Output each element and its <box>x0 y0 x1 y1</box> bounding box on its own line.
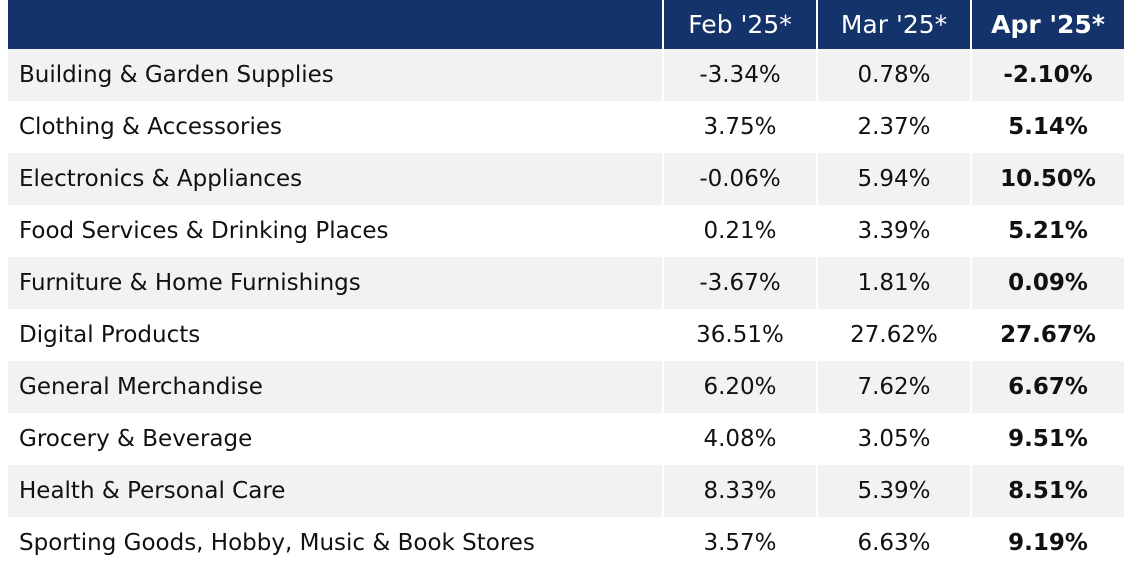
feb-value: 36.51% <box>663 309 818 361</box>
table-row: Digital Products 36.51% 27.62% 27.67% <box>8 309 1124 361</box>
apr-value: 5.21% <box>971 205 1124 257</box>
table-body: Building & Garden Supplies -3.34% 0.78% … <box>8 49 1124 569</box>
mar-value: 6.63% <box>817 517 972 569</box>
mar-value: 3.05% <box>817 413 972 465</box>
growth-table-container: Feb '25* Mar '25* Apr '25* Building & Ga… <box>8 0 1124 569</box>
apr-value: 9.19% <box>971 517 1124 569</box>
mar-value: 5.39% <box>817 465 972 517</box>
apr-value: 0.09% <box>971 257 1124 309</box>
category-growth-table: Feb '25* Mar '25* Apr '25* Building & Ga… <box>8 0 1124 569</box>
mar-value: 7.62% <box>817 361 972 413</box>
apr-value: 6.67% <box>971 361 1124 413</box>
mar-value: 27.62% <box>817 309 972 361</box>
feb-value: 0.21% <box>663 205 818 257</box>
feb-value: 6.20% <box>663 361 818 413</box>
table-row: Furniture & Home Furnishings -3.67% 1.81… <box>8 257 1124 309</box>
category-label: Clothing & Accessories <box>8 101 664 153</box>
feb-value: -3.67% <box>663 257 818 309</box>
header-row: Feb '25* Mar '25* Apr '25* <box>8 0 1124 49</box>
mar-value: 2.37% <box>817 101 972 153</box>
apr-value: 8.51% <box>971 465 1124 517</box>
category-label: Digital Products <box>8 309 664 361</box>
feb-value: -3.34% <box>663 49 818 101</box>
table-header: Feb '25* Mar '25* Apr '25* <box>8 0 1124 49</box>
table-row: Building & Garden Supplies -3.34% 0.78% … <box>8 49 1124 101</box>
category-label: Furniture & Home Furnishings <box>8 257 664 309</box>
header-mar: Mar '25* <box>817 0 972 49</box>
category-label: Grocery & Beverage <box>8 413 664 465</box>
feb-value: 8.33% <box>663 465 818 517</box>
feb-value: 4.08% <box>663 413 818 465</box>
category-label: General Merchandise <box>8 361 664 413</box>
category-label: Building & Garden Supplies <box>8 49 664 101</box>
table-row: General Merchandise 6.20% 7.62% 6.67% <box>8 361 1124 413</box>
mar-value: 0.78% <box>817 49 972 101</box>
category-label: Food Services & Drinking Places <box>8 205 664 257</box>
table-row: Food Services & Drinking Places 0.21% 3.… <box>8 205 1124 257</box>
table-row: Sporting Goods, Hobby, Music & Book Stor… <box>8 517 1124 569</box>
category-label: Electronics & Appliances <box>8 153 664 205</box>
feb-value: -0.06% <box>663 153 818 205</box>
feb-value: 3.75% <box>663 101 818 153</box>
category-label: Health & Personal Care <box>8 465 664 517</box>
table-row: Health & Personal Care 8.33% 5.39% 8.51% <box>8 465 1124 517</box>
table-row: Grocery & Beverage 4.08% 3.05% 9.51% <box>8 413 1124 465</box>
apr-value: -2.10% <box>971 49 1124 101</box>
header-category <box>8 0 664 49</box>
category-label: Sporting Goods, Hobby, Music & Book Stor… <box>8 517 664 569</box>
mar-value: 1.81% <box>817 257 972 309</box>
mar-value: 3.39% <box>817 205 972 257</box>
mar-value: 5.94% <box>817 153 972 205</box>
table-row: Clothing & Accessories 3.75% 2.37% 5.14% <box>8 101 1124 153</box>
apr-value: 27.67% <box>971 309 1124 361</box>
apr-value: 10.50% <box>971 153 1124 205</box>
apr-value: 5.14% <box>971 101 1124 153</box>
apr-value: 9.51% <box>971 413 1124 465</box>
header-feb: Feb '25* <box>663 0 818 49</box>
table-row: Electronics & Appliances -0.06% 5.94% 10… <box>8 153 1124 205</box>
header-apr: Apr '25* <box>971 0 1124 49</box>
feb-value: 3.57% <box>663 517 818 569</box>
